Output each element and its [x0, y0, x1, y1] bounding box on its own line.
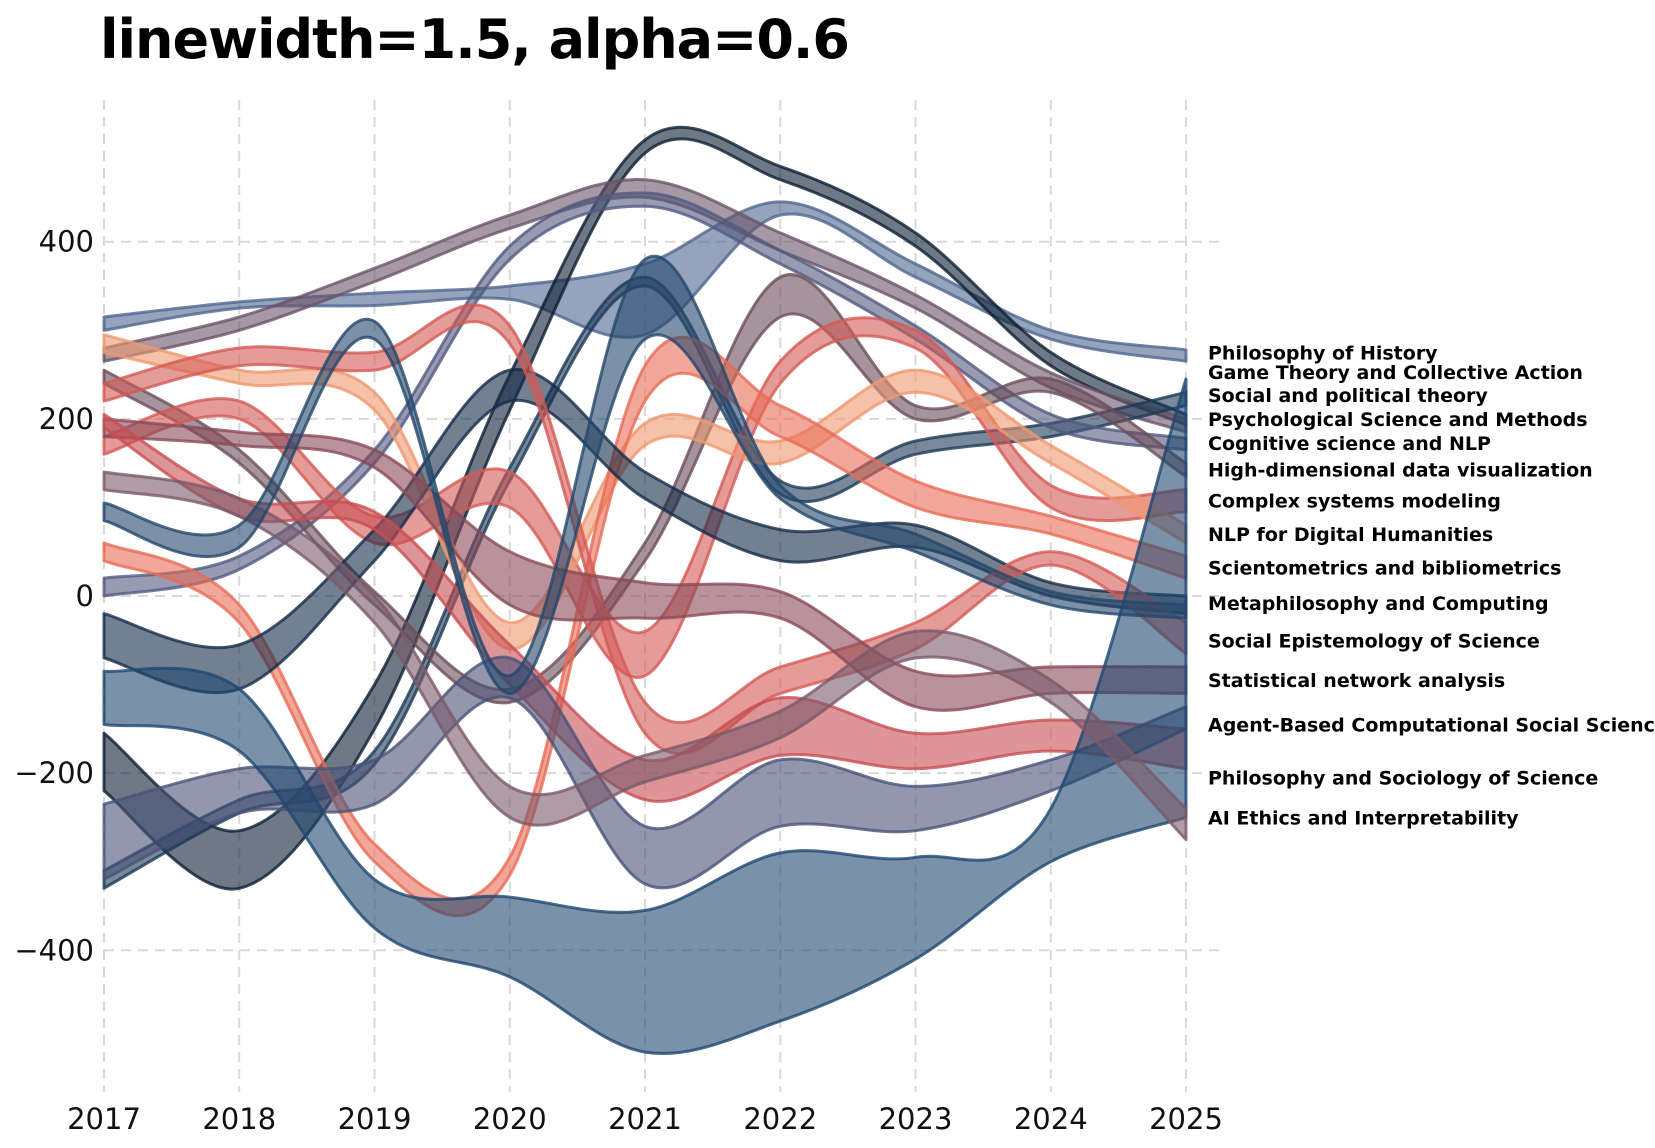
x-tick-label: 2021	[608, 1102, 682, 1136]
series-label: NLP for Digital Humanities	[1208, 524, 1493, 546]
series-label: Statistical network analysis	[1208, 670, 1505, 692]
x-tick-label: 2019	[338, 1102, 412, 1136]
x-tick-label: 2023	[879, 1102, 953, 1136]
y-tick-label: 200	[39, 402, 94, 436]
y-tick-label: −400	[14, 933, 94, 967]
series-label: Metaphilosophy and Computing	[1208, 593, 1549, 615]
stream-unlabeled-15	[102, 470, 1188, 842]
series-label: Philosophy and Sociology of Science	[1208, 768, 1598, 790]
stream-unlabeled-16	[102, 254, 1188, 695]
series-label: Game Theory and Collective Action	[1208, 362, 1583, 384]
series-label: Social and political theory	[1208, 385, 1488, 407]
y-axis: −400 −200 0 200 400	[14, 225, 94, 968]
x-tick-label: 2018	[202, 1102, 276, 1136]
series-label: High-dimensional data visualization	[1208, 459, 1593, 481]
x-axis: 2017 2018 2019 2020 2021 2022 2023 2024 2025	[67, 1102, 1223, 1136]
y-tick-label: −200	[14, 756, 94, 790]
y-tick-label: 400	[39, 225, 94, 259]
series-label: Agent-Based Computational Social Science	[1208, 714, 1655, 736]
series-label: Psychological Science and Methods	[1208, 409, 1588, 431]
x-tick-label: 2022	[743, 1102, 817, 1136]
chart-title: linewidth=1.5, alpha=0.6	[100, 8, 850, 71]
streams	[102, 125, 1188, 1055]
x-tick-label: 2017	[67, 1102, 141, 1136]
series-label: Social Epistemology of Science	[1208, 630, 1540, 652]
x-tick-label: 2025	[1149, 1102, 1223, 1136]
x-tick-label: 2024	[1014, 1102, 1088, 1136]
y-tick-label: 0	[76, 579, 94, 613]
x-tick-label: 2020	[473, 1102, 547, 1136]
series-label: Cognitive science and NLP	[1208, 433, 1491, 455]
series-label: Complex systems modeling	[1208, 490, 1501, 512]
series-label: Philosophy of History	[1208, 342, 1438, 364]
series-label: Scientometrics and bibliometrics	[1208, 558, 1561, 580]
stream-ai-ethics-and-interpretability	[102, 377, 1188, 1055]
series-label: AI Ethics and Interpretability	[1208, 807, 1519, 829]
